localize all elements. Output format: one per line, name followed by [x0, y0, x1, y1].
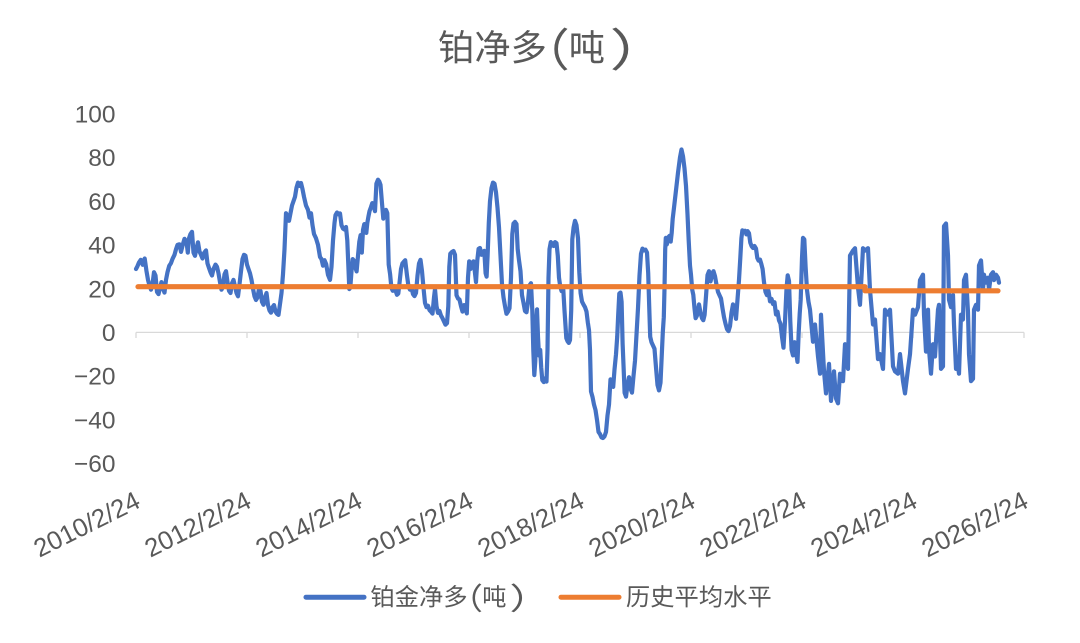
svg-text:80: 80 [88, 145, 115, 172]
svg-text:100: 100 [75, 101, 116, 128]
svg-text:−20: −20 [74, 364, 116, 391]
svg-text:40: 40 [88, 233, 115, 260]
svg-text:−60: −60 [74, 451, 116, 478]
svg-text:−40: −40 [74, 408, 116, 435]
svg-text:20: 20 [88, 276, 115, 303]
svg-text:60: 60 [88, 189, 115, 216]
svg-text:0: 0 [102, 320, 116, 347]
